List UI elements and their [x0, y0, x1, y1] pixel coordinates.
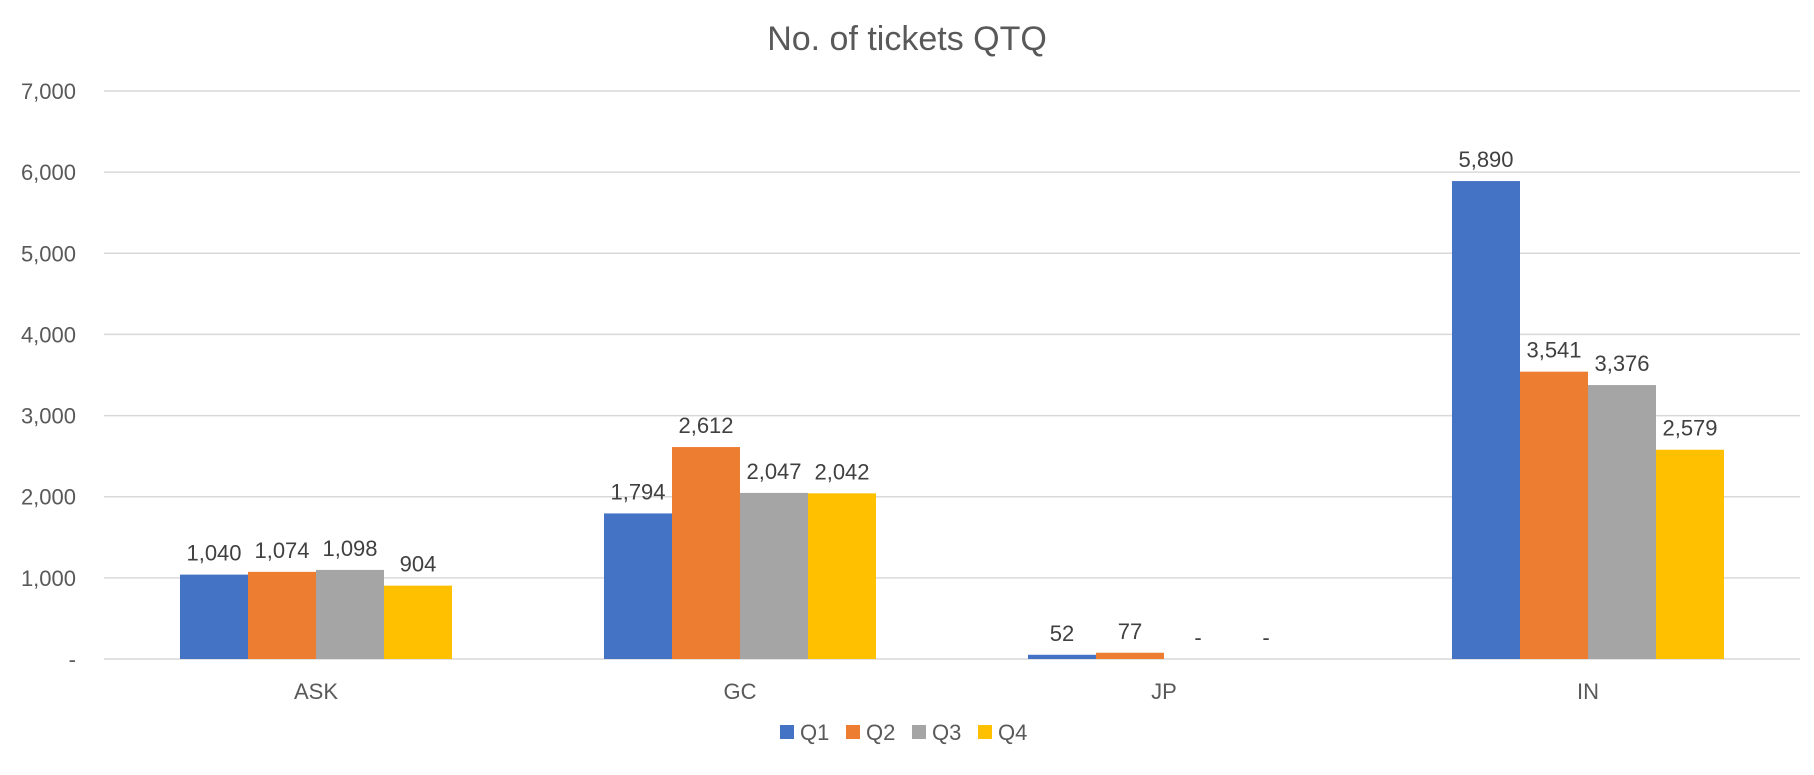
data-label: 2,579 — [1662, 416, 1717, 441]
bar-q1-in[interactable] — [1452, 181, 1520, 659]
data-label: 2,612 — [678, 413, 733, 438]
legend-label-q1[interactable]: Q1 — [800, 720, 829, 745]
bar-q2-in[interactable] — [1520, 371, 1588, 659]
data-label: 5,890 — [1458, 147, 1513, 172]
legend-label-q3[interactable]: Q3 — [932, 720, 961, 745]
bar-q2-jp[interactable] — [1096, 652, 1164, 659]
x-category-label: ASK — [294, 679, 338, 704]
y-tick-label: 4,000 — [21, 322, 76, 347]
data-label: 1,098 — [322, 536, 377, 561]
bar-q4-in[interactable] — [1656, 449, 1724, 659]
bars — [180, 181, 1724, 659]
legend-swatch-q2[interactable] — [846, 725, 860, 739]
bar-q4-ask[interactable] — [384, 585, 452, 659]
bar-q2-ask[interactable] — [248, 571, 316, 659]
legend[interactable]: Q1 Q2 Q3 Q4 — [780, 720, 1027, 745]
chart-title: No. of tickets QTQ — [767, 20, 1047, 58]
y-tick-label: 1,000 — [21, 566, 76, 591]
y-tick-label: 2,000 — [21, 485, 76, 510]
x-category-label: JP — [1151, 679, 1177, 704]
bar-q3-ask[interactable] — [316, 569, 384, 659]
x-category-label: GC — [724, 679, 757, 704]
bar-q1-ask[interactable] — [180, 574, 248, 659]
y-axis-ticks: - 1,000 2,000 3,000 4,000 5,000 6,000 7,000 — [21, 79, 76, 672]
data-label: - — [1194, 625, 1201, 650]
data-label: - — [1262, 625, 1269, 650]
data-label: 2,047 — [746, 459, 801, 484]
y-tick-label: 3,000 — [21, 404, 76, 429]
y-tick-label: 5,000 — [21, 241, 76, 266]
data-label: 1,040 — [186, 541, 241, 566]
bar-q3-in[interactable] — [1588, 385, 1656, 659]
legend-swatch-q1[interactable] — [780, 725, 794, 739]
y-tick-label: 6,000 — [21, 160, 76, 185]
y-tick-label: - — [69, 647, 76, 672]
data-label: 3,376 — [1594, 351, 1649, 376]
legend-swatch-q4[interactable] — [978, 725, 992, 739]
data-label: 1,794 — [610, 479, 665, 504]
data-labels: 1,040 1,074 1,098 904 1,794 2,612 2,047 2,042 52… — [186, 147, 1717, 650]
bar-q1-gc[interactable] — [604, 513, 672, 659]
x-category-label: IN — [1577, 679, 1599, 704]
data-label: 904 — [400, 552, 437, 577]
data-label: 2,042 — [814, 459, 869, 484]
data-label: 52 — [1050, 621, 1074, 646]
data-label: 3,541 — [1526, 338, 1581, 363]
bar-q3-gc[interactable] — [740, 492, 808, 659]
data-label: 77 — [1118, 619, 1142, 644]
legend-label-q2[interactable]: Q2 — [866, 720, 895, 745]
bar-q1-jp[interactable] — [1028, 654, 1096, 659]
gridlines — [104, 90, 1800, 660]
bar-q4-gc[interactable] — [808, 493, 876, 659]
bar-q2-gc[interactable] — [672, 447, 740, 659]
x-axis-categories: ASK GC JP IN — [294, 679, 1599, 704]
legend-label-q4[interactable]: Q4 — [998, 720, 1027, 745]
legend-swatch-q3[interactable] — [912, 725, 926, 739]
data-label: 1,074 — [254, 538, 309, 563]
y-tick-label: 7,000 — [21, 79, 76, 104]
